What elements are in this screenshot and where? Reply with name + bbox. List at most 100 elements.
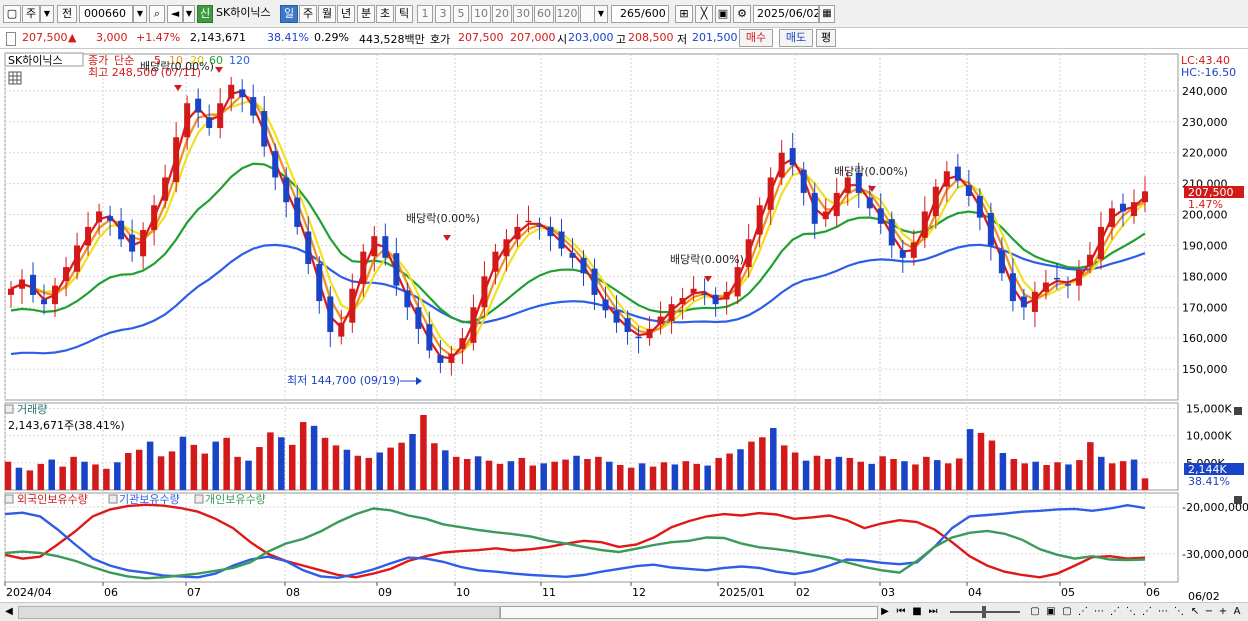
zoom-slider-handle[interactable] [982, 606, 986, 618]
candle-body [679, 298, 686, 305]
volume-bar [868, 463, 875, 490]
scroll-thumb[interactable] [500, 606, 878, 619]
candle [338, 310, 345, 345]
chart-scrollbar[interactable]: ◀ ▶ ⏮ ■ ⏭ ▢ ▣ ▢ ⋰ ⋯ ⋰ ⋱ ⋰ ⋯ ⋱ ↖ − + A [0, 602, 1248, 621]
pane-close-icon[interactable] [1234, 407, 1242, 415]
candle [976, 188, 983, 231]
eval-button[interactable]: 평 [816, 29, 836, 47]
pattern-icon[interactable]: ⋰ [1078, 606, 1088, 617]
pattern-icon[interactable]: ⋱ [1126, 606, 1136, 617]
cursor-icon[interactable]: ↖ [1190, 606, 1200, 617]
chevron-down-icon[interactable]: ▼ [594, 5, 608, 23]
interval-5[interactable]: 5 [453, 5, 469, 23]
grid-toggle-icon[interactable] [8, 71, 22, 85]
chevron-down-icon[interactable]: ▼ [183, 5, 195, 23]
candle [855, 162, 862, 209]
layout-icon[interactable]: ▢ [1062, 606, 1072, 617]
buy-button[interactable]: 매수 [739, 29, 773, 47]
candle [162, 164, 169, 209]
toolbar: ▢ 주 ▼ 전 000660 ▼ ⌕ ◄ ▼ 신 SK하이닉스 일 주 월 년 … [0, 0, 1248, 28]
low-annotation: 최저 144,700 (09/19) [287, 374, 400, 387]
zoom-in-icon[interactable]: + [1218, 606, 1228, 617]
first-icon[interactable]: ⏮ [896, 606, 906, 617]
candle-body [1097, 226, 1104, 260]
scroll-track[interactable] [18, 606, 500, 619]
sound-icon[interactable]: ◄ [167, 5, 183, 23]
save-icon[interactable]: ▣ [715, 5, 731, 23]
calendar-icon[interactable]: ▦ [819, 5, 835, 23]
font-size-icon[interactable]: A [1233, 606, 1241, 617]
volume-bar [649, 466, 657, 490]
volume-bar [474, 456, 482, 490]
candle [679, 287, 686, 320]
x-tick-label: 03 [881, 586, 895, 599]
candle-body [767, 177, 774, 210]
volume-bar [780, 445, 788, 490]
candle [536, 217, 543, 240]
stop-icon[interactable]: ■ [912, 606, 922, 617]
tab-minute[interactable]: 분 [357, 5, 375, 23]
pattern-icon[interactable]: ⋯ [1094, 606, 1104, 617]
window-icon[interactable]: ▢ [3, 5, 21, 23]
candle [833, 177, 840, 227]
interval-3-label: 3 [439, 7, 447, 20]
chart-svg[interactable]: 150,000 160,000 170,000 180,000 190,000 200,0… [0, 50, 1248, 606]
interval-10[interactable]: 10 [471, 5, 491, 23]
pattern-icon[interactable]: ⋰ [1110, 606, 1120, 617]
candle [646, 316, 653, 346]
pattern-icon[interactable]: ⋱ [1174, 606, 1184, 617]
quote-label: 호가 [430, 33, 451, 46]
tab-day[interactable]: 일 [280, 5, 298, 23]
candle-body [294, 197, 301, 227]
candle-body [371, 236, 378, 257]
chevron-down-icon[interactable]: ▼ [40, 5, 54, 23]
tab-month[interactable]: 월 [318, 5, 336, 23]
interval-3[interactable]: 3 [435, 5, 451, 23]
layout-icon[interactable]: ▢ [1030, 606, 1040, 617]
interval-30[interactable]: 30 [513, 5, 533, 23]
search-icon[interactable]: ⌕ [149, 5, 165, 23]
candle [129, 219, 136, 262]
candle [18, 269, 26, 304]
scroll-right-icon[interactable]: ▶ [881, 606, 889, 617]
stock-code-input[interactable]: 000660 [79, 5, 133, 23]
interval-120[interactable]: 120 [555, 5, 579, 23]
zoom-out-icon[interactable]: − [1204, 606, 1214, 617]
pattern-icon[interactable]: ⋰ [1142, 606, 1152, 617]
date-input[interactable]: 2025/06/02 [753, 5, 819, 23]
indicator-icon[interactable]: ⊞ [675, 5, 693, 23]
candle-body [910, 242, 917, 258]
last-icon[interactable]: ⏭ [928, 606, 938, 617]
gear-icon[interactable]: ⚙ [733, 5, 751, 23]
period-select[interactable]: 주 [22, 5, 40, 23]
candle [602, 286, 609, 319]
chart-area[interactable]: 150,000 160,000 170,000 180,000 190,000 200,0… [0, 50, 1248, 606]
scroll-left-icon[interactable]: ◀ [5, 606, 13, 617]
tab-tick[interactable]: 틱 [395, 5, 413, 23]
draw-tool-icon[interactable]: ╳ [695, 5, 713, 23]
pane-close-icon[interactable] [1234, 496, 1242, 504]
count-input[interactable]: 265/600 [611, 5, 669, 23]
volume-tick-label: 15,000K [1186, 402, 1232, 415]
interval-20[interactable]: 20 [492, 5, 512, 23]
pattern-icon[interactable]: ⋯ [1158, 606, 1168, 617]
layout-icon[interactable]: ▣ [1046, 606, 1056, 617]
candle [998, 237, 1005, 281]
tab-second[interactable]: 초 [376, 5, 394, 23]
interval-1[interactable]: 1 [417, 5, 433, 23]
candles [7, 77, 1149, 376]
sin-button[interactable]: 신 [197, 5, 213, 23]
holding-series-line [4, 507, 1146, 580]
tab-year[interactable]: 년 [337, 5, 355, 23]
chevron-down-icon[interactable]: ▼ [133, 5, 147, 23]
candle-body [591, 268, 598, 295]
volume-bar [179, 436, 187, 490]
candle-body [822, 211, 829, 220]
candle [30, 262, 37, 303]
interval-60[interactable]: 60 [534, 5, 554, 23]
tab-week[interactable]: 주 [299, 5, 317, 23]
prev-button[interactable]: 전 [57, 5, 77, 23]
sell-button[interactable]: 매도 [779, 29, 813, 47]
volume-bar [15, 467, 23, 490]
volume-bar [857, 461, 865, 490]
